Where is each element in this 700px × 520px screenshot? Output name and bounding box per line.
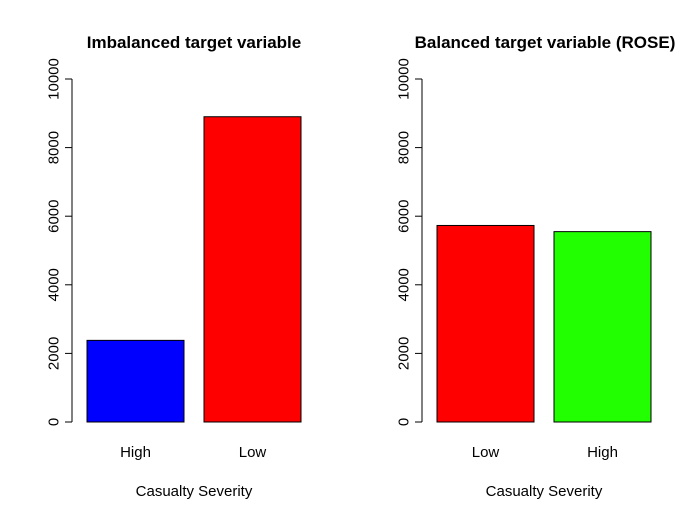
y-tick-label: 0: [396, 418, 413, 426]
bar-low: [203, 116, 302, 423]
x-tick-labels: High Low: [120, 444, 266, 461]
y-tick-label: 6000: [396, 200, 413, 233]
bar-high: [86, 339, 185, 423]
y-tick-label: 4000: [46, 268, 63, 301]
x-axis-label: Casualty Severity: [486, 483, 603, 500]
bar-high: [553, 231, 652, 423]
y-tick-label: 0: [46, 418, 63, 426]
left-chart-panel: Imbalanced target variable Casualty Seve…: [46, 33, 302, 500]
y-tick-label: 2000: [396, 337, 413, 370]
y-tick-label: 10000: [396, 58, 413, 100]
right-chart-panel: Balanced target variable (ROSE) Casualty…: [396, 33, 676, 500]
y-tick-label: 6000: [46, 200, 63, 233]
y-tick-label: 8000: [46, 131, 63, 164]
x-tick-label: High: [587, 444, 618, 461]
y-axis: 0 2000 4000 6000 8000 10000: [46, 58, 73, 426]
x-tick-label: High: [120, 444, 151, 461]
bar-low: [436, 224, 535, 423]
x-tick-labels: Low High: [472, 444, 618, 461]
x-axis-label: Casualty Severity: [136, 483, 253, 500]
chart-title: Balanced target variable (ROSE): [415, 33, 676, 52]
y-tick-label: 10000: [46, 58, 63, 100]
y-axis: 0 2000 4000 6000 8000 10000: [396, 58, 423, 426]
y-tick-label: 2000: [46, 337, 63, 370]
bars: [436, 224, 652, 423]
x-tick-label: Low: [239, 444, 267, 461]
bars: [86, 116, 302, 423]
y-tick-label: 8000: [396, 131, 413, 164]
chart-title: Imbalanced target variable: [87, 33, 301, 52]
x-tick-label: Low: [472, 444, 500, 461]
y-tick-label: 4000: [396, 268, 413, 301]
